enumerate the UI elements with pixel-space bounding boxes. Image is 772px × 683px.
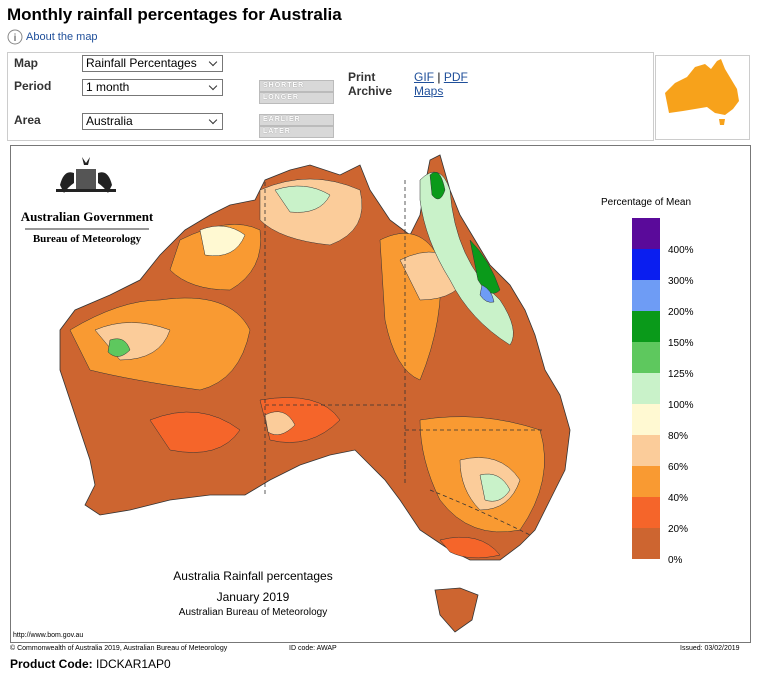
state-borders — [264, 180, 545, 536]
print-label: Print — [348, 70, 376, 84]
map-label: Map — [14, 56, 38, 70]
rainfall-zones — [69, 171, 545, 559]
legend-label: 300% — [668, 276, 694, 287]
page-title: Monthly rainfall percentages for Austral… — [7, 5, 342, 24]
legend-swatch — [632, 497, 660, 528]
legend-swatch — [632, 404, 660, 435]
legend-label: 200% — [668, 307, 694, 318]
caption-line: Australian Bureau of Meteorology — [179, 607, 327, 618]
controls-panel — [7, 52, 654, 141]
shorter-button[interactable]: SHORTER — [259, 80, 334, 92]
rainfall-map: Australian Government Bureau of Meteorol… — [10, 145, 751, 643]
legend-label: 80% — [668, 431, 688, 442]
legend-label: 0% — [668, 555, 683, 566]
period-label: Period — [14, 79, 52, 93]
legend-swatch — [632, 435, 660, 466]
map-select[interactable]: Rainfall Percentages — [82, 55, 223, 72]
svg-text:i: i — [14, 33, 17, 44]
copyright: © Commonwealth of Australia 2019, Austra… — [10, 645, 228, 652]
thumbnail-map[interactable] — [655, 55, 750, 140]
pdf-link[interactable]: PDF — [443, 70, 468, 84]
coat-of-arms — [56, 157, 116, 193]
maps-link[interactable]: Maps — [414, 84, 444, 98]
legend-swatch — [632, 280, 660, 311]
area-select[interactable]: Australia — [82, 113, 223, 130]
legend-swatch — [632, 373, 660, 404]
agency-name: Australian Government — [21, 209, 154, 224]
legend-swatch — [632, 466, 660, 497]
legend-swatch — [632, 311, 660, 342]
source-url: http://www.bom.gov.au — [13, 632, 83, 639]
legend-label: 100% — [668, 400, 694, 411]
gif-link[interactable]: GIF — [414, 70, 434, 84]
later-button[interactable]: LATER — [259, 126, 334, 138]
legend-label: 20% — [668, 524, 688, 535]
legend-label: 125% — [668, 369, 694, 380]
caption-line: Australia Rainfall percentages — [173, 569, 332, 583]
longer-button[interactable]: LONGER — [259, 92, 334, 104]
id-code: ID code: AWAP — [289, 645, 337, 652]
legend-label: 400% — [668, 245, 694, 256]
product-code: IDCKAR1AP0 — [96, 657, 171, 671]
legend-swatch — [632, 342, 660, 373]
earlier-button[interactable]: EARLIER — [259, 114, 334, 126]
info-icon[interactable]: i — [7, 29, 23, 45]
legend-label: 150% — [668, 338, 694, 349]
area-label: Area — [14, 113, 41, 127]
issued-date: Issued: 03/02/2019 — [680, 645, 740, 652]
bureau-name: Bureau of Meteorology — [33, 233, 142, 245]
separator: | — [437, 70, 441, 84]
legend-label: 40% — [668, 493, 688, 504]
legend-swatch — [632, 218, 660, 249]
caption-line: January 2019 — [217, 590, 290, 604]
legend-swatch — [632, 249, 660, 280]
legend-title: Percentage of Mean — [601, 197, 691, 208]
about-link[interactable]: About the map — [26, 31, 98, 43]
legend-swatch — [632, 528, 660, 559]
product-code-label: Product Code: — [10, 657, 93, 671]
legend-label: 60% — [668, 462, 688, 473]
archive-label: Archive — [348, 84, 393, 98]
period-select[interactable]: 1 month — [82, 79, 223, 96]
